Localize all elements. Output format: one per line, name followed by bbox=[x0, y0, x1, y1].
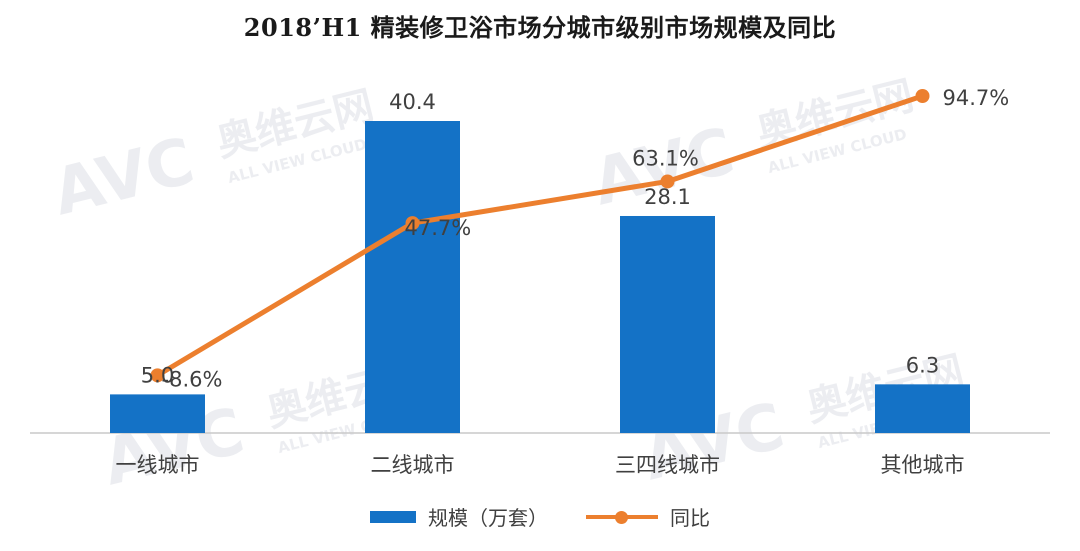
chart-title: 2018’H1 精装修卫浴市场分城市级别市场规模及同比 bbox=[243, 13, 837, 42]
category-label: 三四线城市 bbox=[615, 453, 720, 477]
legend-line-swatch bbox=[586, 510, 658, 524]
bar-data-labels: 5.0 40.4 28.1 6.3 bbox=[141, 90, 939, 387]
bar-value-label: 40.4 bbox=[389, 90, 436, 114]
line-point bbox=[405, 216, 420, 231]
watermark-logo: AVC bbox=[46, 124, 201, 230]
line-value-label: 47.7% bbox=[405, 216, 472, 240]
category-label: 其他城市 bbox=[881, 453, 965, 477]
line-series bbox=[150, 89, 930, 383]
legend-bar-label: 规模（万套） bbox=[428, 506, 548, 530]
legend: 规模（万套） 同比 bbox=[0, 502, 1080, 531]
legend-bar-swatch bbox=[370, 510, 416, 523]
line-value-label: 63.1% bbox=[632, 146, 699, 170]
bar bbox=[875, 384, 970, 433]
legend-line-label: 同比 bbox=[670, 506, 710, 530]
bar-value-label: 28.1 bbox=[644, 185, 691, 209]
legend-item-bar: 规模（万套） bbox=[370, 502, 548, 531]
line-point bbox=[150, 368, 165, 383]
bar-series bbox=[110, 121, 970, 433]
line-point bbox=[915, 89, 930, 103]
bar-value-label: 6.3 bbox=[906, 353, 939, 377]
bar bbox=[365, 121, 460, 433]
line-data-labels: -8.6% 47.7% 63.1% 94.7% bbox=[162, 86, 1010, 391]
bar-value-label: 5.0 bbox=[141, 363, 174, 387]
category-axis-labels: 一线城市 二线城市 三四线城市 其他城市 bbox=[116, 453, 965, 477]
line-value-label: -8.6% bbox=[162, 367, 223, 391]
line-path bbox=[156, 93, 924, 378]
legend-item-line: 同比 bbox=[586, 502, 710, 531]
category-label: 一线城市 bbox=[116, 453, 200, 477]
bar bbox=[110, 394, 205, 433]
category-label: 二线城市 bbox=[371, 453, 455, 477]
line-point bbox=[660, 174, 675, 189]
bar bbox=[620, 215, 715, 433]
line-value-label: 94.7% bbox=[943, 86, 1010, 110]
